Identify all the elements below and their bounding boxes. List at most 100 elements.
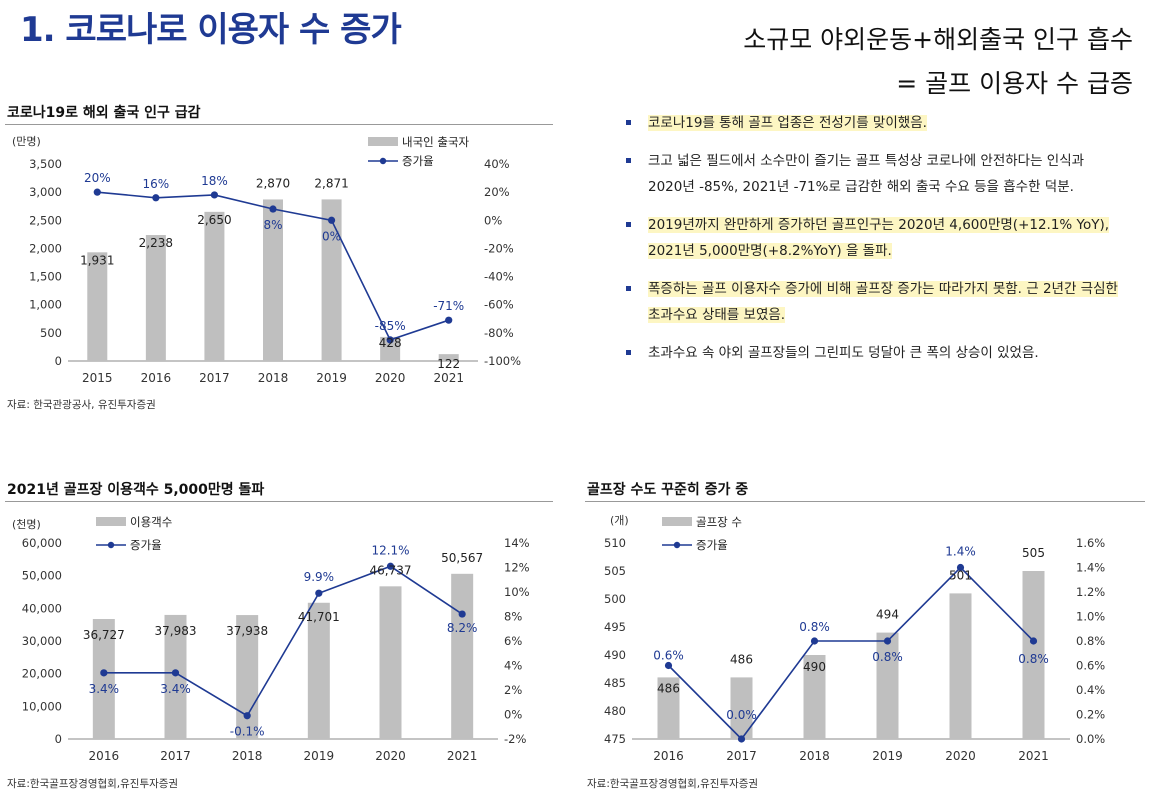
growth-point [1029,637,1038,645]
chart1-title-rule [5,124,553,125]
bullet-item: 크고 넓은 필드에서 소수만이 즐기는 골프 특성상 코로나에 안전하다는 인식… [622,148,1122,200]
y-axis-unit-label: (천명) [12,517,41,531]
legend-line-label: 증가율 [402,154,434,168]
chart2-plot: (천명) 0 10,000 20,000 30,000 40,000 50,000 60,00… [12,515,530,763]
y-right-tick-label: 0.2% [1076,708,1105,722]
bar [236,615,259,739]
bullet-text: 2019년까지 완만하게 증가하던 골프인구는 2020년 4,600만명(+1… [648,217,1110,259]
chart3-title-rule [585,501,1145,502]
bar-value-label: 494 [876,608,899,622]
legend-bar-swatch [368,137,398,146]
growth-point [152,194,160,202]
line-value-label: 0.8% [799,620,830,634]
bar-value-label: 490 [803,660,826,674]
bar-value-label: 2,238 [139,236,173,250]
line-value-label: 16% [143,177,170,191]
y-right-tick-label: 10% [504,585,530,599]
y-right-tick-label: 1.6% [1076,536,1105,550]
legend-line-marker [379,157,387,165]
bar [949,593,972,739]
y-left-tick-label: 1,500 [29,270,62,284]
growth-point [269,205,277,213]
y-axis-unit-label: (개) [610,514,629,527]
growth-point [810,637,819,645]
bar-value-label: 37,983 [155,624,197,638]
chart1-plot: (만명) 0 500 1,000 1,500 2,000 2,500 3,000 3,500 -1… [12,135,521,385]
bar [321,199,342,361]
y-right-tick-label: 14% [504,536,530,550]
line-value-label: 3.4% [160,682,191,696]
legend-bar-label: 골프장 수 [696,515,742,529]
growth-line [667,566,1035,741]
y-right-tick-label: 40% [484,157,510,171]
line-value-label: 18% [201,174,228,188]
bar [657,677,680,739]
x-tick-label: 2020 [375,749,406,763]
bullet-item: 2019년까지 완만하게 증가하던 골프인구는 2020년 4,600만명(+1… [622,212,1122,264]
legend-bar-swatch [96,517,126,526]
bar [876,632,899,739]
x-tick-label: 2021 [1018,749,1049,763]
bar [164,614,187,739]
bar-value-label: 486 [730,652,753,666]
bullet-item: 초과수요 속 야외 골프장들의 그린피도 덩달아 큰 폭의 상승이 있었음. [622,340,1122,366]
y-right-tick-label: 4% [504,659,522,673]
line-value-label: 20% [84,171,111,185]
growth-point [956,563,965,572]
bar [145,235,166,361]
y-left-tick-label: 10,000 [22,699,62,713]
y-left-tick-label: 20,000 [22,667,62,681]
bar [803,655,826,739]
x-tick-label: 2018 [799,749,830,763]
line-value-label: 0.0% [726,708,757,722]
x-tick-label: 2015 [82,371,113,385]
y-left-tick-label: 475 [604,732,626,746]
legend-line-label: 증가율 [130,538,162,552]
page-title: 1. 코로나로 이용자 수 증가 [20,10,402,50]
y-right-tick-label: 1.0% [1076,610,1105,624]
line-value-label: 3.4% [89,682,120,696]
x-tick-label: 2021 [447,749,478,763]
y-left-tick-label: 1,000 [29,298,62,312]
subtitle-line-2: = 골프 이용자 수 급증 [896,69,1133,98]
y-right-tick-label: 8% [504,610,522,624]
growth-point [210,191,219,199]
bar-value-label: 2,871 [314,176,348,190]
x-tick-label: 2016 [89,749,120,763]
y-axis-unit-label: (만명) [12,135,41,148]
legend-bar-label: 내국인 출국자 [402,135,470,149]
x-tick-label: 2019 [304,749,335,763]
growth-point [664,661,673,670]
bar [307,602,330,739]
y-right-tick-label: -100% [484,354,521,368]
x-tick-label: 2017 [199,371,230,385]
bullet-square-icon [626,286,631,291]
chart1-source: 자료: 한국관광공사, 유진투자증권 [7,399,156,411]
y-left-tick-label: 480 [604,704,626,718]
growth-point [327,216,336,224]
bar-value-label: 41,701 [298,610,340,624]
line-value-label: 0.6% [653,649,684,663]
bar [92,619,115,739]
line-value-label: 0.8% [1018,652,1049,666]
chart2-title: 2021년 골프장 이용객수 5,000만명 돌파 [7,482,265,498]
bar [730,677,753,739]
y-left-tick-label: 490 [604,648,626,662]
bar-value-label: 501 [949,568,972,582]
growth-point [93,188,101,196]
chart1-title: 코로나19로 해외 출국 인구 급감 [7,105,201,121]
line-value-label: -71% [433,299,464,313]
line-value-label: 1.4% [945,545,976,559]
y-right-tick-label: -40% [484,270,514,284]
y-right-tick-label: 1.2% [1076,585,1105,599]
x-tick-label: 2016 [653,749,684,763]
x-tick-label: 2019 [316,371,347,385]
growth-point [315,589,323,597]
growth-point [386,336,394,344]
y-left-tick-label: 50,000 [22,569,62,583]
bullet-item: 폭증하는 골프 이용자수 증가에 비해 골프장 증가는 따라가지 못함. 근 2… [622,276,1122,328]
line-value-label: 8.2% [447,621,478,635]
bar [263,199,283,361]
bar-value-label: 2,650 [197,213,231,227]
legend-line-marker [673,541,681,549]
